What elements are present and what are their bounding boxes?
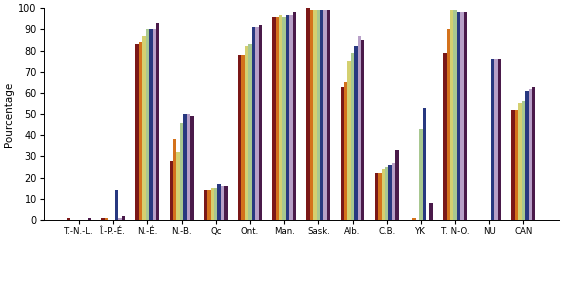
Bar bbox=[460, 12, 463, 220]
Bar bbox=[498, 59, 501, 220]
Bar bbox=[252, 27, 255, 220]
Bar bbox=[450, 10, 453, 220]
Bar bbox=[136, 44, 139, 220]
Bar bbox=[283, 17, 286, 220]
Bar bbox=[525, 91, 529, 220]
Bar bbox=[238, 55, 242, 220]
Bar bbox=[358, 36, 361, 220]
Bar bbox=[310, 10, 313, 220]
Bar bbox=[245, 46, 248, 220]
Bar bbox=[361, 40, 364, 220]
Bar bbox=[248, 44, 252, 220]
Bar bbox=[293, 12, 296, 220]
Bar bbox=[443, 53, 446, 220]
Bar bbox=[156, 23, 159, 220]
Bar bbox=[67, 218, 70, 220]
Bar bbox=[313, 10, 316, 220]
Bar bbox=[412, 218, 415, 220]
Bar bbox=[118, 218, 122, 220]
Bar bbox=[169, 161, 173, 220]
Bar bbox=[217, 184, 221, 220]
Bar bbox=[242, 55, 245, 220]
Bar bbox=[105, 218, 108, 220]
Bar bbox=[375, 173, 378, 220]
Bar bbox=[532, 87, 535, 220]
Bar bbox=[180, 123, 184, 220]
Y-axis label: Pourcentage: Pourcentage bbox=[4, 81, 14, 147]
Bar bbox=[344, 82, 347, 220]
Bar bbox=[494, 59, 498, 220]
Bar bbox=[419, 129, 423, 220]
Bar bbox=[306, 8, 310, 220]
Bar bbox=[453, 10, 457, 220]
Bar bbox=[153, 29, 156, 220]
Bar bbox=[378, 173, 382, 220]
Bar bbox=[173, 140, 176, 220]
Bar bbox=[255, 27, 258, 220]
Bar bbox=[341, 87, 344, 220]
Bar bbox=[446, 29, 450, 220]
Bar bbox=[286, 14, 289, 220]
Bar bbox=[214, 188, 217, 220]
Bar bbox=[279, 14, 283, 220]
Bar bbox=[115, 190, 118, 220]
Bar bbox=[382, 169, 385, 220]
Bar bbox=[204, 190, 207, 220]
Bar bbox=[122, 216, 125, 220]
Bar bbox=[207, 190, 211, 220]
Bar bbox=[187, 114, 190, 220]
Bar bbox=[320, 10, 324, 220]
Bar bbox=[457, 12, 460, 220]
Bar bbox=[512, 110, 515, 220]
Bar bbox=[392, 163, 395, 220]
Bar bbox=[519, 103, 522, 220]
Bar bbox=[354, 46, 358, 220]
Bar bbox=[258, 25, 262, 220]
Bar bbox=[184, 114, 187, 220]
Bar bbox=[423, 108, 426, 220]
Bar bbox=[139, 42, 142, 220]
Bar bbox=[515, 110, 519, 220]
Bar bbox=[395, 150, 399, 220]
Bar bbox=[351, 53, 354, 220]
Bar bbox=[430, 203, 433, 220]
Bar bbox=[272, 17, 276, 220]
Bar bbox=[327, 10, 330, 220]
Bar bbox=[224, 186, 228, 220]
Bar bbox=[316, 10, 320, 220]
Bar bbox=[529, 89, 532, 220]
Bar bbox=[324, 10, 327, 220]
Bar bbox=[276, 17, 279, 220]
Bar bbox=[491, 59, 494, 220]
Bar bbox=[385, 167, 388, 220]
Bar bbox=[211, 188, 214, 220]
Bar bbox=[176, 152, 180, 220]
Bar bbox=[146, 29, 149, 220]
Bar bbox=[388, 165, 392, 220]
Bar bbox=[221, 186, 224, 220]
Bar bbox=[522, 101, 525, 220]
Bar bbox=[347, 61, 351, 220]
Bar bbox=[463, 12, 467, 220]
Bar bbox=[289, 14, 293, 220]
Bar bbox=[190, 116, 194, 220]
Bar bbox=[142, 36, 146, 220]
Bar bbox=[88, 218, 91, 220]
Bar bbox=[101, 218, 105, 220]
Bar bbox=[149, 29, 153, 220]
